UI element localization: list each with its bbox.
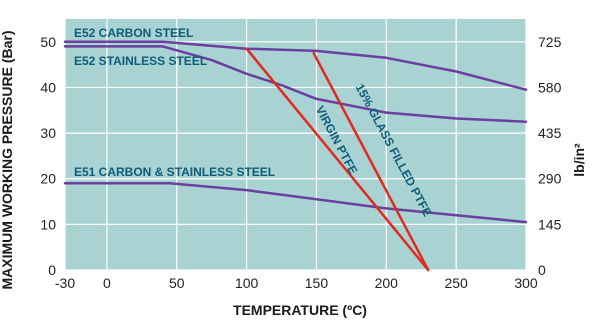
y-tick-label: 20 xyxy=(40,171,56,187)
y2-axis-title: lb/in² xyxy=(571,143,587,177)
x-tick-label: 300 xyxy=(514,275,538,291)
y2-axis-ticks: 0 145 290 435 580 725 xyxy=(538,34,562,278)
e52-stainless-steel-line xyxy=(63,45,528,123)
e52-carbon-steel-line xyxy=(63,40,528,91)
x-axis-ticks: -30 0 50 100 150 200 250 300 xyxy=(55,275,538,291)
e51-carbon-stainless-line xyxy=(63,182,528,224)
y2-tick-label: 580 xyxy=(538,79,562,95)
glass-filled-ptfe-line xyxy=(312,51,430,272)
x-tick-label: 0 xyxy=(103,275,111,291)
y-axis-ticks: 0 10 20 30 40 50 xyxy=(40,34,56,278)
x-tick-label: 150 xyxy=(305,275,329,291)
virgin-ptfe-line xyxy=(245,47,430,272)
grid-lines xyxy=(64,19,527,271)
y2-tick-label: 0 xyxy=(538,262,546,278)
x-tick-label: 50 xyxy=(169,275,185,291)
series-label: E52 STAINLESS STEEL xyxy=(74,54,207,68)
series-layer xyxy=(63,40,528,272)
y2-tick-label: 290 xyxy=(538,171,562,187)
y-tick-label: 0 xyxy=(48,262,56,278)
x-tick-label: -30 xyxy=(55,275,75,291)
plot-area xyxy=(65,19,526,270)
y-tick-label: 10 xyxy=(40,216,56,232)
x-tick-label: 100 xyxy=(235,275,259,291)
y2-tick-label: 145 xyxy=(538,216,562,232)
series-label: E51 CARBON & STAINLESS STEEL xyxy=(74,165,275,179)
x-tick-label: 200 xyxy=(375,275,399,291)
x-axis-title: TEMPERATURE (ºC) xyxy=(233,302,367,318)
y-axis-title: MAXIMUM WORKING PRESSURE (Bar) xyxy=(0,30,15,289)
x-tick-label: 250 xyxy=(444,275,468,291)
y-tick-label: 50 xyxy=(40,34,56,50)
y-tick-label: 40 xyxy=(40,79,56,95)
series-label: E52 CARBON STEEL xyxy=(74,26,193,40)
y-tick-label: 30 xyxy=(40,125,56,141)
y2-tick-label: 435 xyxy=(538,125,562,141)
y2-tick-label: 725 xyxy=(538,34,562,50)
